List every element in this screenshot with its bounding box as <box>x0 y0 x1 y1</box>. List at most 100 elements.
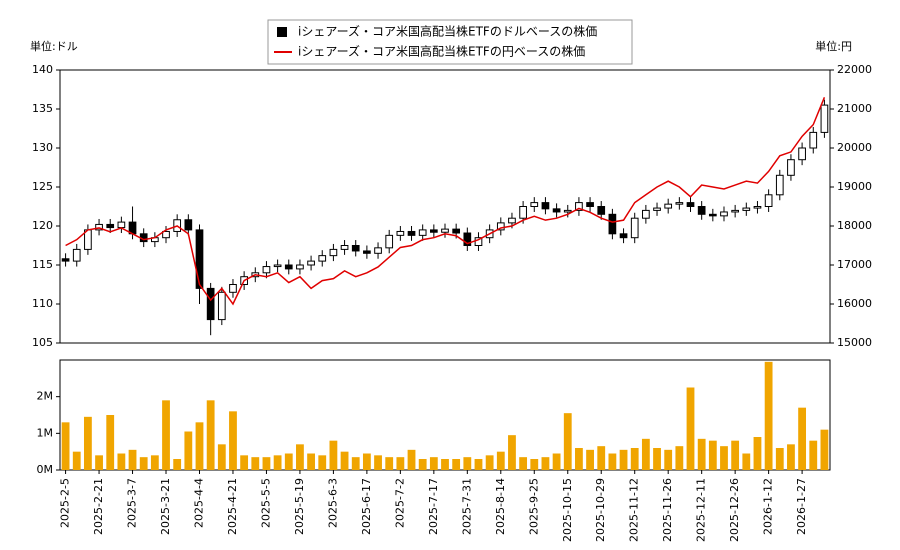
volume-bar <box>720 446 728 470</box>
volume-bar <box>362 453 371 470</box>
volume-bar <box>229 411 237 470</box>
volume-bar <box>117 453 126 470</box>
candle-body <box>753 206 762 209</box>
candle-body <box>72 248 81 262</box>
volume-bar <box>653 448 661 470</box>
volume-bar <box>83 416 92 470</box>
volume-bar <box>508 435 516 470</box>
volume-bar <box>563 413 572 470</box>
x-tick-label: 2025-7-31 <box>460 478 473 535</box>
candle-body <box>697 206 706 215</box>
candle-body <box>653 207 661 211</box>
y-tick-label: 2M <box>37 390 54 403</box>
candle-body <box>229 284 237 293</box>
volume-bar <box>162 400 170 470</box>
volume-bar <box>463 457 472 470</box>
volume-bar <box>441 459 449 470</box>
volume-bar <box>541 457 550 470</box>
y-tick-label: 140 <box>32 63 53 76</box>
x-tick-label: 2025-4-21 <box>226 478 239 535</box>
candle-body <box>429 229 438 233</box>
candle-body <box>407 230 416 236</box>
candle-body <box>318 255 327 262</box>
candle-body <box>452 228 461 234</box>
candle-body <box>630 217 639 239</box>
volume-bar <box>429 457 438 470</box>
volume-bar <box>742 453 751 470</box>
candle-body <box>575 202 583 211</box>
volume-bar <box>496 451 505 470</box>
candle-body <box>117 221 126 229</box>
volume-bar <box>329 440 338 470</box>
volume-bar <box>731 440 740 470</box>
legend-label: iシェアーズ・コア米国高配当株ETFの円ベースの株価 <box>298 44 585 59</box>
candle-body <box>217 291 226 321</box>
y2-tick-label: 20000 <box>837 141 872 154</box>
y-tick-label: 120 <box>32 219 53 232</box>
volume-bar <box>641 438 650 470</box>
y-tick-label: 135 <box>32 102 53 115</box>
y-tick-label: 1M <box>37 426 54 439</box>
volume-bar <box>608 453 617 470</box>
candle-body <box>586 202 594 208</box>
candle-body <box>731 209 739 213</box>
candle-body <box>642 209 650 219</box>
y-tick-label: 125 <box>32 180 53 193</box>
y2-tick-label: 21000 <box>837 102 872 115</box>
volume-bar <box>708 440 717 470</box>
volume-bar <box>820 429 829 470</box>
candle-body <box>363 250 371 254</box>
volume-bar <box>753 437 762 470</box>
candle-body <box>742 207 751 211</box>
x-tick-label: 2025-12-11 <box>695 478 708 542</box>
volume-bar <box>72 451 81 470</box>
candle-body <box>329 248 338 257</box>
candle-body <box>775 174 784 196</box>
candle-body <box>351 245 360 252</box>
candle-body <box>385 234 394 249</box>
volume-bar <box>519 457 528 470</box>
volume-bar <box>764 361 773 470</box>
candle-body <box>195 229 204 289</box>
y2-tick-label: 17000 <box>837 258 872 271</box>
x-tick-label: 2025-2-21 <box>92 478 105 535</box>
volume-bar <box>128 449 137 470</box>
legend-label: iシェアーズ・コア米国高配当株ETFのドルベースの株価 <box>298 24 597 39</box>
volume-bar <box>139 457 148 470</box>
volume-bar <box>396 457 405 470</box>
y2-tick-label: 16000 <box>837 297 872 310</box>
x-tick-label: 2025-11-12 <box>628 478 641 542</box>
candle-body <box>396 230 405 236</box>
volume-bar <box>351 457 360 470</box>
volume-bar <box>217 444 226 470</box>
candle-body <box>552 208 561 213</box>
candle-body <box>273 264 282 268</box>
y-unit-label: 単位:ドル <box>30 39 78 53</box>
y2-tick-label: 22000 <box>837 63 872 76</box>
x-tick-label: 2025-5-5 <box>259 478 272 528</box>
x-tick-label: 2026-1-27 <box>795 478 808 535</box>
volume-bar <box>206 400 215 470</box>
candle-body <box>184 219 193 231</box>
candle-body <box>463 232 472 247</box>
candle-body <box>106 223 115 229</box>
candle-body <box>61 258 70 262</box>
volume-bar <box>575 448 583 470</box>
y-tick-label: 110 <box>32 297 53 310</box>
x-tick-label: 2025-9-25 <box>527 478 540 535</box>
volume-bar <box>619 449 628 470</box>
volume-bar <box>452 459 461 470</box>
x-tick-label: 2025-5-19 <box>293 478 306 535</box>
volume-bar <box>630 448 639 470</box>
volume-bar <box>173 459 182 470</box>
candle-body <box>541 202 550 210</box>
volume-bar <box>407 449 416 470</box>
x-tick-label: 2025-10-15 <box>561 478 574 542</box>
y2-tick-label: 19000 <box>837 180 872 193</box>
volume-bar <box>195 422 204 470</box>
candle-body <box>798 147 806 161</box>
volume-bar <box>418 459 427 470</box>
volume-bar <box>240 455 249 470</box>
volume-bar <box>184 431 193 470</box>
